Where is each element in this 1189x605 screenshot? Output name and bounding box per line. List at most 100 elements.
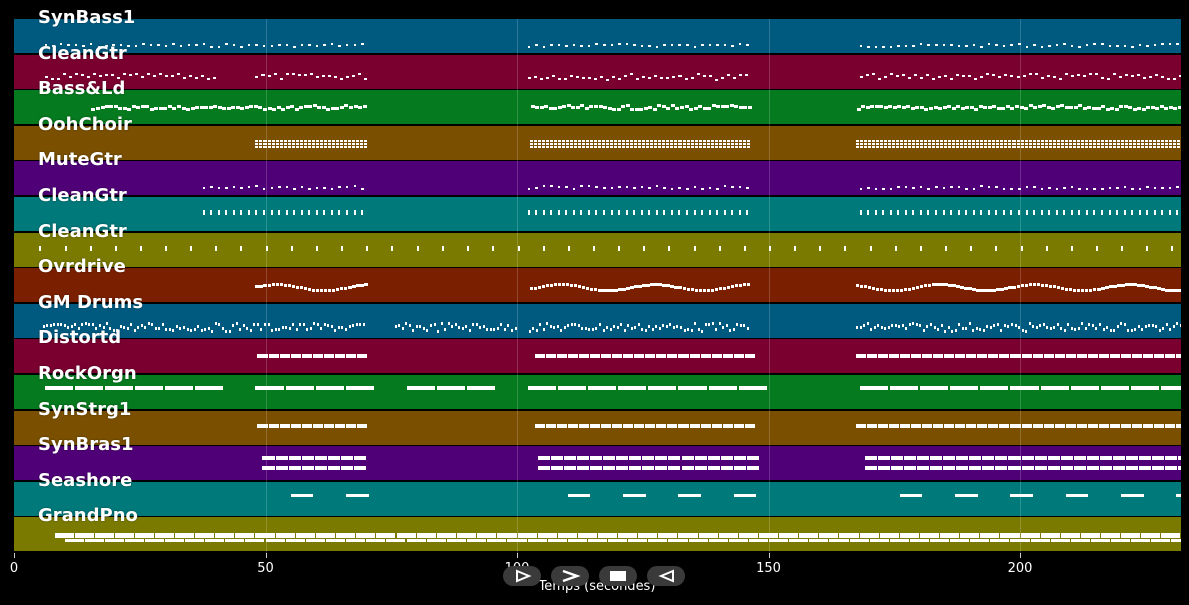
note bbox=[391, 245, 394, 251]
note bbox=[895, 289, 900, 293]
note bbox=[722, 145, 726, 148]
note bbox=[595, 327, 598, 331]
note bbox=[577, 285, 582, 289]
note bbox=[1064, 142, 1068, 145]
note bbox=[725, 105, 730, 109]
note bbox=[295, 533, 315, 539]
note bbox=[1105, 142, 1109, 145]
note bbox=[888, 354, 899, 359]
note bbox=[880, 326, 883, 330]
note bbox=[210, 185, 213, 188]
note bbox=[648, 76, 652, 79]
note bbox=[916, 466, 929, 471]
note bbox=[311, 139, 315, 142]
note bbox=[618, 185, 621, 188]
note bbox=[563, 456, 576, 461]
note bbox=[602, 289, 606, 293]
grid-line bbox=[768, 19, 770, 553]
note bbox=[625, 210, 628, 215]
note bbox=[678, 386, 707, 390]
track-lane[interactable] bbox=[14, 375, 1181, 409]
note bbox=[1113, 466, 1126, 471]
stop-button[interactable] bbox=[599, 566, 637, 586]
track-lane[interactable] bbox=[14, 303, 1181, 338]
note bbox=[879, 139, 883, 142]
note bbox=[1087, 105, 1092, 109]
note bbox=[874, 104, 879, 108]
note bbox=[255, 76, 259, 79]
note bbox=[944, 139, 948, 142]
play-button[interactable] bbox=[503, 566, 541, 586]
track-lane[interactable] bbox=[14, 268, 1181, 303]
note bbox=[938, 107, 943, 111]
track-lane[interactable] bbox=[14, 517, 1181, 552]
note bbox=[859, 386, 888, 390]
track-lane[interactable] bbox=[14, 446, 1181, 481]
note bbox=[240, 210, 243, 215]
note bbox=[358, 73, 362, 76]
note bbox=[267, 74, 271, 77]
note bbox=[980, 139, 984, 142]
note bbox=[610, 44, 614, 47]
note bbox=[426, 328, 429, 332]
track-lane[interactable] bbox=[14, 410, 1181, 445]
track-lane[interactable] bbox=[14, 197, 1181, 231]
note bbox=[1070, 75, 1074, 78]
note bbox=[279, 145, 283, 148]
note bbox=[444, 328, 447, 332]
note bbox=[580, 185, 583, 188]
note bbox=[235, 106, 240, 110]
track-lane[interactable] bbox=[14, 161, 1181, 196]
track-lane[interactable] bbox=[14, 232, 1181, 267]
note bbox=[201, 74, 205, 77]
note bbox=[1047, 466, 1060, 471]
note bbox=[335, 106, 340, 110]
forward-button[interactable] bbox=[551, 566, 589, 586]
note bbox=[984, 289, 988, 293]
note bbox=[144, 325, 147, 329]
note bbox=[933, 354, 944, 359]
note bbox=[903, 466, 916, 471]
note bbox=[195, 43, 198, 46]
note bbox=[287, 139, 291, 142]
track-lane[interactable] bbox=[14, 339, 1181, 374]
note bbox=[1018, 187, 1021, 190]
track-lane[interactable] bbox=[14, 481, 1181, 516]
note bbox=[1099, 423, 1110, 428]
note bbox=[650, 139, 654, 142]
note bbox=[140, 76, 144, 79]
note bbox=[1072, 145, 1076, 148]
note bbox=[1032, 142, 1036, 145]
track-lane[interactable] bbox=[14, 90, 1181, 125]
note bbox=[1003, 323, 1006, 327]
note bbox=[1088, 142, 1092, 145]
note bbox=[315, 44, 319, 47]
track-lane[interactable] bbox=[14, 54, 1181, 89]
note bbox=[718, 142, 722, 145]
note bbox=[960, 106, 965, 110]
rewind-button[interactable] bbox=[647, 566, 685, 586]
note bbox=[702, 139, 706, 142]
note bbox=[897, 104, 902, 108]
note bbox=[1137, 139, 1141, 142]
note bbox=[972, 210, 975, 215]
track-lane[interactable] bbox=[14, 19, 1181, 53]
note bbox=[242, 324, 245, 328]
note bbox=[1161, 43, 1164, 46]
note bbox=[271, 283, 276, 287]
note bbox=[1141, 533, 1161, 539]
note bbox=[1073, 466, 1086, 471]
note bbox=[1138, 43, 1142, 46]
note bbox=[1004, 287, 1008, 291]
note bbox=[562, 104, 567, 108]
note bbox=[263, 142, 267, 145]
note bbox=[598, 139, 602, 142]
note bbox=[623, 354, 634, 359]
note bbox=[215, 533, 235, 539]
note bbox=[302, 322, 305, 326]
note bbox=[915, 145, 919, 148]
note bbox=[123, 325, 126, 329]
note bbox=[567, 493, 591, 497]
note bbox=[1117, 142, 1121, 145]
track-lane[interactable] bbox=[14, 125, 1181, 160]
